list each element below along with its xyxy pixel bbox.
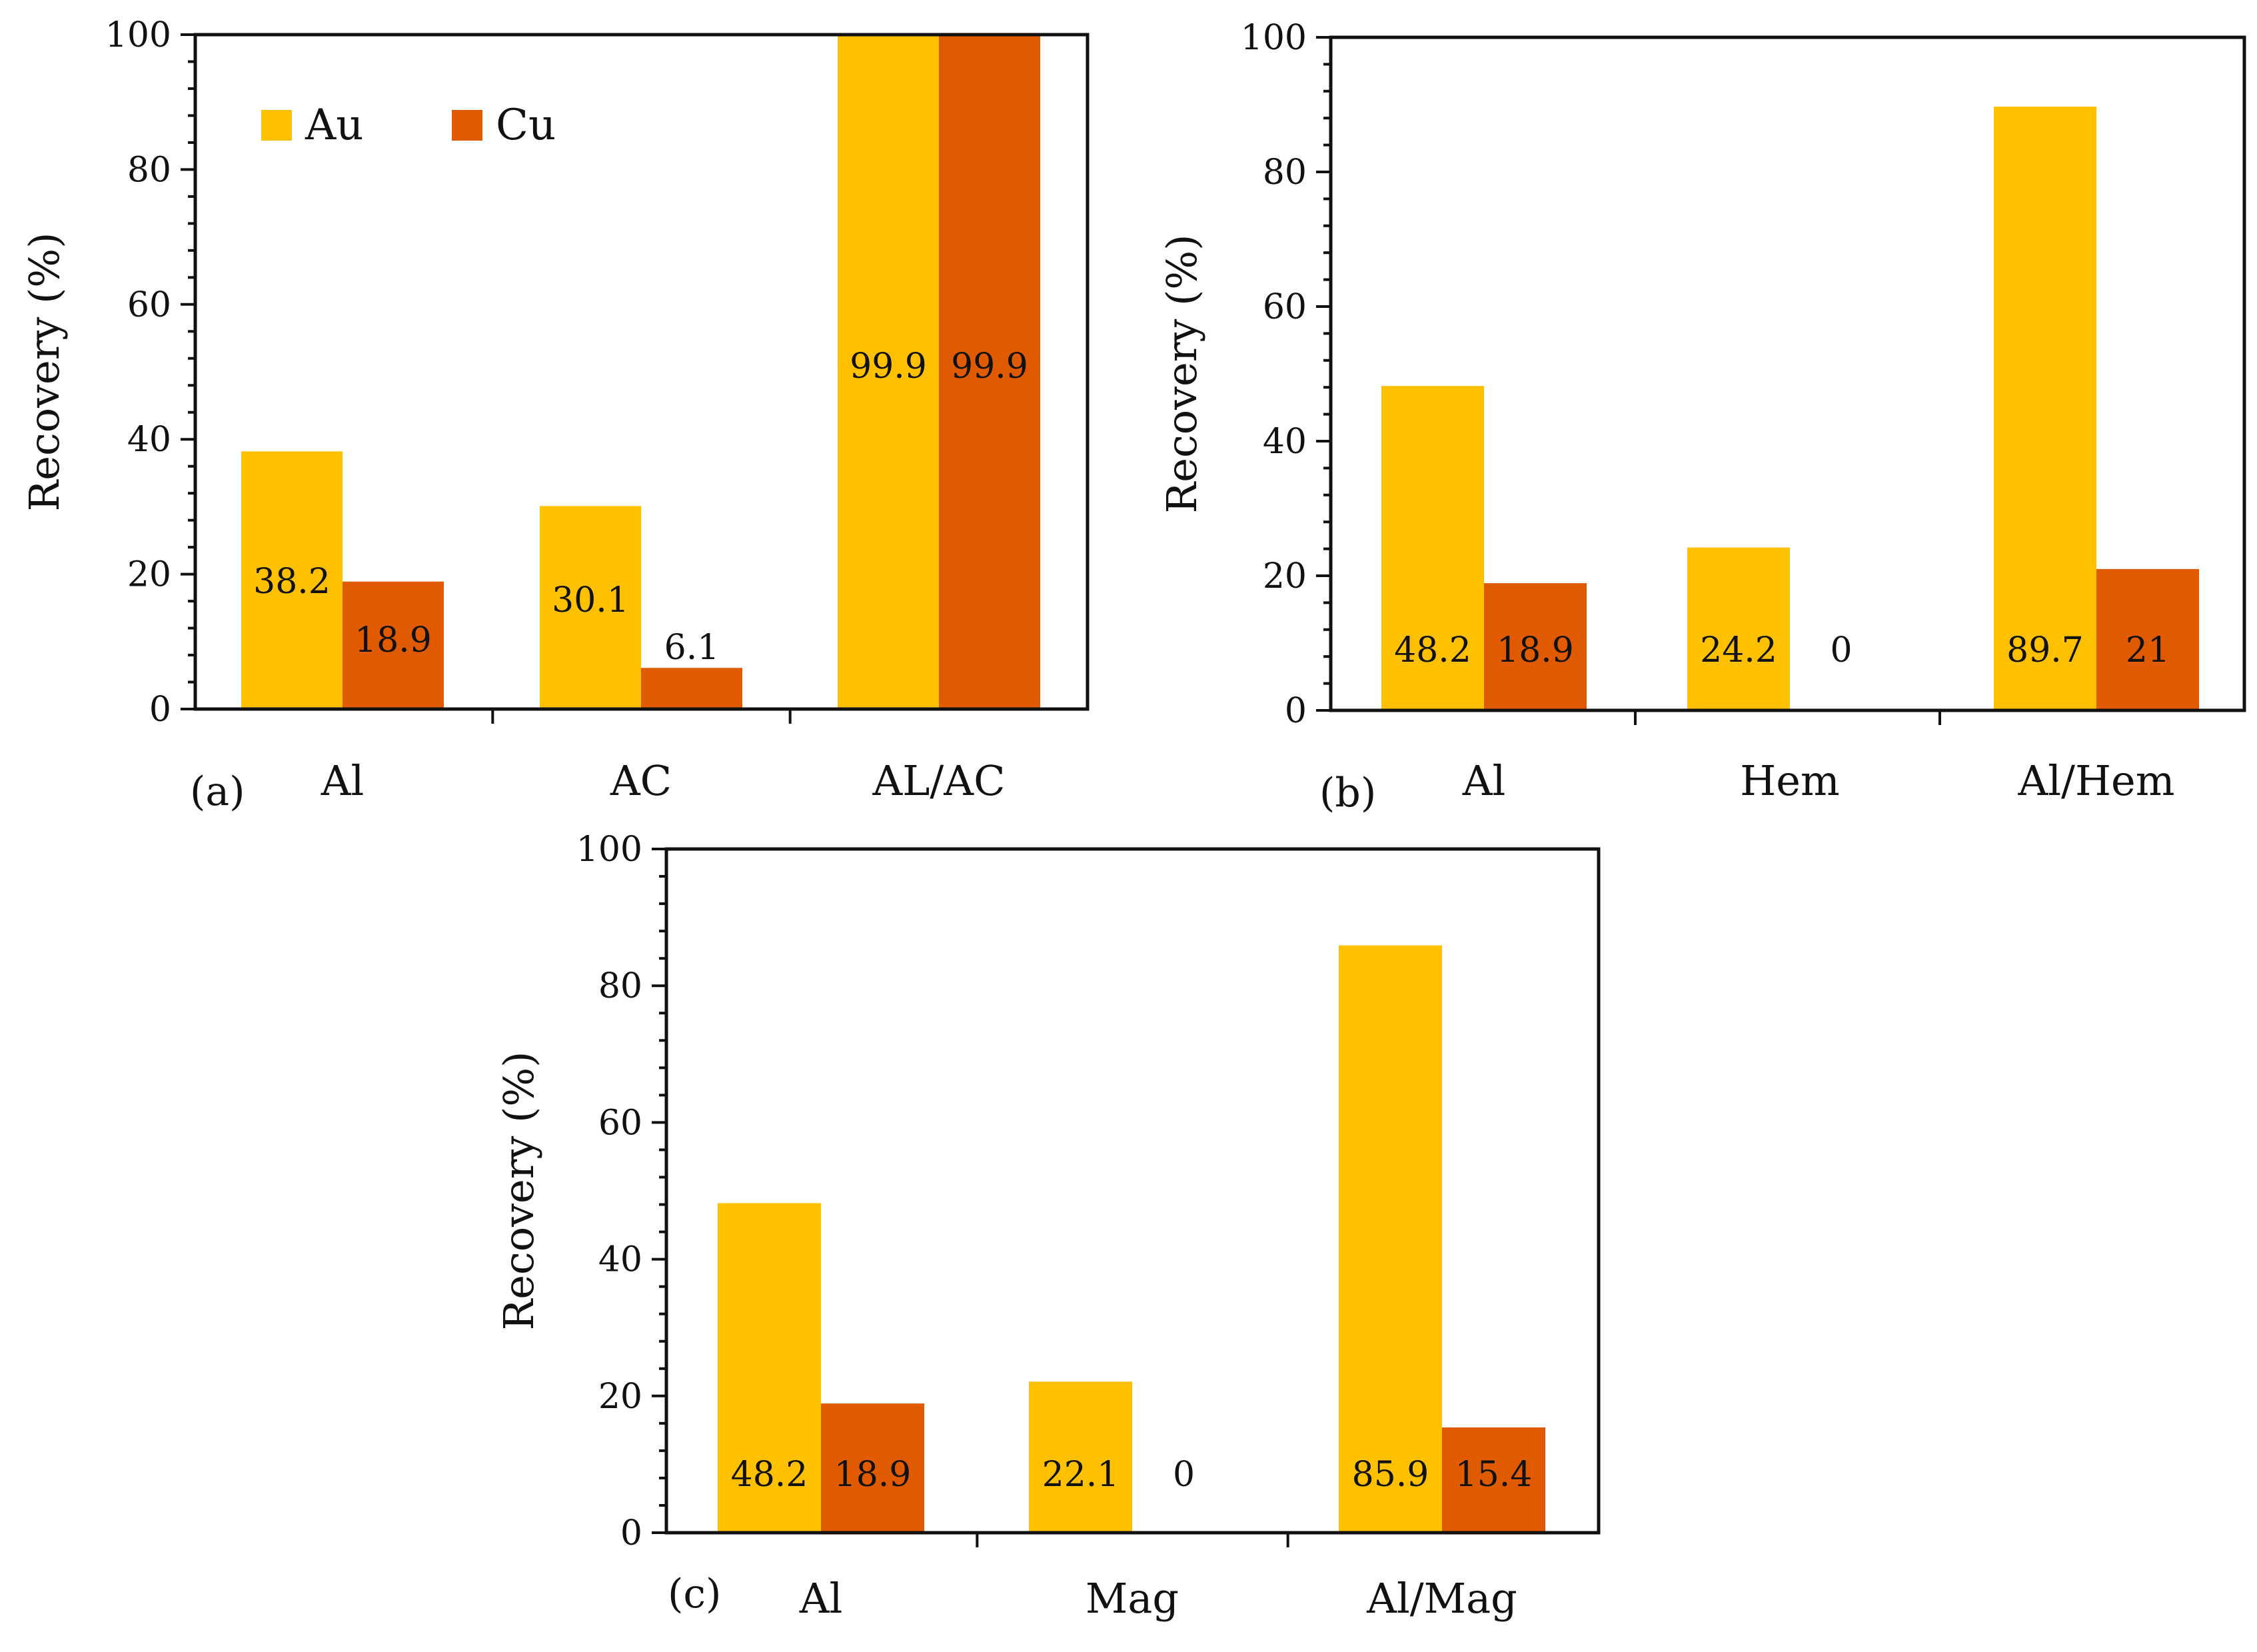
panel-label: (a): [190, 768, 245, 815]
chart-panel-a: 0 20 40 60 80 100 Al AC AL/AC 38.2 30.1 99.9 18.9 6.1…: [20, 15, 1090, 815]
category-label: Al/Hem: [2017, 756, 2174, 805]
category-label: AL/AC: [872, 756, 1005, 805]
data-label-cu: 21: [2126, 630, 2170, 670]
bar-au-al: [241, 451, 343, 709]
bar-au-al-mag: [1339, 945, 1442, 1533]
bar-cu-al: [343, 581, 444, 709]
chart-panel-b: 0 20 40 60 80 100 Al Hem Al/Hem 48.2 24.2 89.7 18.9 0…: [1157, 18, 2246, 816]
data-label-cu: 18.9: [355, 620, 432, 660]
y-tick-label: 80: [127, 150, 171, 190]
data-label-cu: 15.4: [1455, 1455, 1533, 1495]
plot-frame: [193, 33, 1090, 711]
y-tick-label: 20: [598, 1377, 642, 1417]
panel-label: (b): [1319, 770, 1376, 816]
data-label-cu: 18.9: [834, 1455, 912, 1495]
data-label-cu: 0: [1173, 1455, 1195, 1495]
data-label-au: 22.1: [1042, 1455, 1120, 1495]
legend-swatch-au: [261, 110, 292, 141]
y-tick-label: 0: [149, 690, 171, 730]
category-label: Al/Mag: [1366, 1574, 1517, 1623]
y-tick-label: 0: [1285, 691, 1307, 731]
data-label-au: 48.2: [1394, 630, 1471, 670]
category-label: Al: [799, 1574, 843, 1623]
category-label: Al: [321, 756, 365, 805]
data-label-au: 30.1: [552, 580, 629, 620]
data-label-au: 85.9: [1352, 1455, 1429, 1495]
bar-au-mag: [1029, 1381, 1132, 1533]
y-tick-label: 40: [1263, 422, 1307, 462]
data-label-cu: 18.9: [1497, 630, 1574, 670]
bar-au-al: [1381, 386, 1484, 710]
bar-cu-ac: [641, 668, 742, 709]
data-label-au: 24.2: [1700, 630, 1777, 670]
y-tick-label: 60: [127, 285, 171, 325]
y-tick-label: 40: [598, 1240, 642, 1280]
data-label-au: 89.7: [2006, 630, 2084, 670]
panel-label: (c): [668, 1571, 721, 1617]
y-tick-label: 80: [598, 966, 642, 1006]
y-tick-label: 0: [620, 1513, 642, 1553]
bar-au-al-hem: [1994, 107, 2096, 710]
data-label-cu: 6.1: [664, 628, 720, 668]
chart-panel-c: 0 20 40 60 80 100 Al Mag Al/Mag 48.2 22.1 85.9 18.9 0…: [494, 830, 1601, 1623]
bar-cu-al-mag: [1442, 1427, 1545, 1533]
category-label: Mag: [1086, 1574, 1179, 1623]
y-axis-title: Recovery (%): [1157, 235, 1206, 514]
data-label-au: 48.2: [731, 1455, 808, 1495]
data-label-au: 99.9: [850, 347, 927, 387]
data-label-au: 38.2: [253, 562, 331, 602]
bar-au-al-ac: [838, 35, 939, 709]
data-label-cu: 99.9: [951, 347, 1028, 387]
y-axis-title: Recovery (%): [20, 233, 69, 512]
bar-cu-al: [821, 1403, 924, 1533]
bar-cu-al-hem: [2096, 568, 2199, 710]
bar-au-ac: [540, 506, 641, 709]
y-tick-label: 40: [127, 420, 171, 460]
category-label: Al: [1462, 756, 1506, 805]
bar-cu-al-ac: [939, 35, 1040, 709]
y-tick-label: 100: [576, 830, 642, 870]
y-tick-label: 20: [127, 555, 171, 595]
y-axis-title: Recovery (%): [494, 1052, 543, 1331]
data-label-cu: 0: [1830, 630, 1852, 670]
bar-au-hem: [1687, 547, 1790, 710]
y-tick-label: 60: [1263, 287, 1307, 327]
bar-au-al: [718, 1203, 821, 1533]
legend-label-cu: Cu: [496, 101, 556, 150]
plot-frame: [1329, 35, 2246, 712]
y-tick-label: 80: [1263, 153, 1307, 193]
bar-cu-al: [1484, 583, 1587, 710]
legend-label-au: Au: [305, 101, 363, 150]
y-tick-label: 100: [105, 15, 171, 55]
y-tick-label: 100: [1241, 18, 1307, 58]
legend-swatch-cu: [452, 110, 482, 141]
y-tick-label: 60: [598, 1103, 642, 1143]
y-tick-label: 20: [1263, 556, 1307, 596]
category-label: AC: [610, 756, 672, 805]
plot-frame: [664, 847, 1601, 1535]
legend: Au Cu: [261, 101, 556, 150]
category-label: Hem: [1740, 756, 1840, 805]
